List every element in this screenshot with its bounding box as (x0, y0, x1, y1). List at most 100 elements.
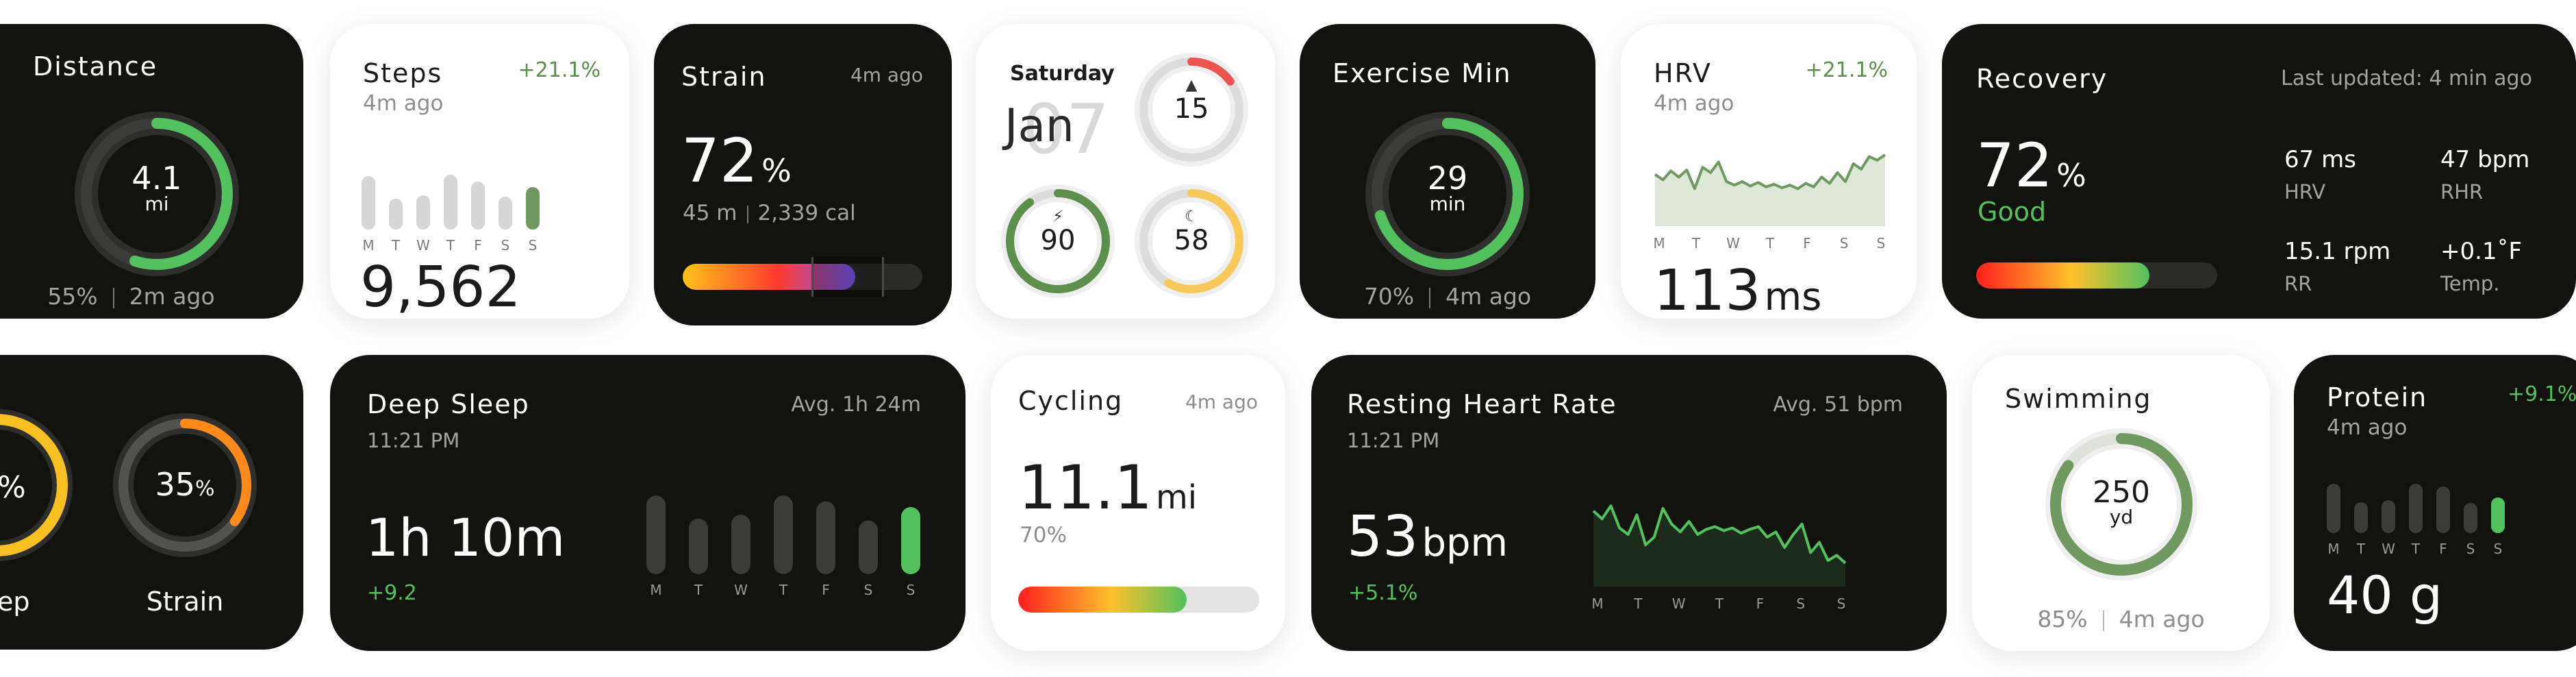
recovery-rr-value: 15.1 rpm (2284, 238, 2391, 265)
strain-ring (113, 413, 257, 557)
steps-updated: 4m ago (363, 91, 444, 116)
steps-change: +21.1% (518, 58, 601, 82)
recovery-hrv-label: HRV (2284, 180, 2326, 204)
strain-card[interactable]: Strain 4m ago 72 % 45 m 2,339 cal (654, 24, 952, 325)
bar-5 (2464, 503, 2477, 533)
deep-sleep-card[interactable]: Deep Sleep Avg. 1h 24m 11:21 PM 1h 10m +… (330, 355, 965, 651)
recovery-value: 72 (1976, 130, 2053, 201)
line-day-label: F (1756, 595, 1765, 612)
strain-unit: % (761, 152, 792, 189)
bar-day-label: W (416, 237, 430, 254)
distance-ring (75, 112, 239, 276)
bolt-icon: ⚡︎ (1052, 208, 1063, 225)
exercise-unit: min (1429, 193, 1466, 215)
recovery-bar-fill (1976, 262, 2150, 288)
recovery-temp-value: +0.1˚F (2440, 238, 2523, 265)
exercise-title: Exercise Min (1333, 58, 1512, 88)
distance-card[interactable]: Distance 4.1 mi 55% 2m ago (0, 24, 303, 319)
rhr-value: 53 (1347, 504, 1419, 569)
rhr-average: Avg. 51 bpm (1773, 393, 1903, 417)
bar-day-label: M (2327, 541, 2339, 557)
bar-day-label: S (2466, 541, 2475, 557)
bar-3 (774, 495, 793, 574)
bar-day-label: F (474, 237, 482, 254)
recovery-stat-temp: +0.1˚F Temp. (2440, 238, 2522, 295)
bar-3 (444, 175, 457, 230)
distance-updated: 2m ago (129, 283, 215, 310)
deep-sleep-title: Deep Sleep (367, 389, 530, 419)
bar-0 (2327, 484, 2340, 533)
line-day-label: S (1837, 595, 1846, 612)
exercise-value: 29 (1427, 160, 1468, 197)
bar-day-label: S (529, 237, 538, 254)
rings-card[interactable]: % ep 35% Strain (0, 355, 303, 650)
hrv-card[interactable]: HRV +21.1% 4m ago M T W T F S S 113 ms (1621, 24, 1917, 319)
recovery-card[interactable]: Recovery Last updated: 4 min ago 72 % Go… (1942, 24, 2576, 319)
bar-day-label: S (501, 237, 510, 254)
bar-4 (2436, 487, 2450, 533)
strain-value: 72 (681, 125, 758, 196)
bar-1 (2354, 502, 2368, 533)
bar-6 (2491, 497, 2505, 533)
strain-bar-track (683, 264, 922, 290)
recovery-title: Recovery (1976, 64, 2108, 94)
distance-title: Distance (33, 51, 158, 82)
summary-ring-yellow (1135, 184, 1248, 298)
swimming-percent: 85% (2037, 606, 2088, 632)
line-day-label: S (1877, 235, 1886, 251)
steps-title: Steps (363, 58, 443, 88)
strain-duration: 45 m (683, 201, 737, 225)
bar-3 (2409, 484, 2423, 533)
bar-4 (816, 501, 835, 574)
line-day-label: M (1591, 595, 1603, 612)
bar-2 (731, 515, 750, 574)
summary-date: 07 (1022, 89, 1110, 169)
swimming-updated: 4m ago (2119, 606, 2205, 632)
cycling-percent: 70% (1020, 523, 1067, 547)
bar-day-label: S (864, 582, 873, 598)
line-day-label: F (1803, 235, 1811, 251)
bar-0 (646, 495, 666, 574)
line-day-label: T (1633, 595, 1643, 612)
recovery-status: Good (1978, 197, 2047, 227)
hrv-change: +21.1% (1805, 58, 1888, 82)
line-day-label: S (1840, 235, 1849, 251)
summary-card[interactable]: Saturday 07 Jan ▲ 15 ⚡︎ 90 ☾ 58 (976, 24, 1275, 319)
bar-day-label: T (779, 582, 788, 598)
strain-bar-marker (811, 257, 884, 297)
cycling-card[interactable]: Cycling 4m ago 11.1 mi 70% (991, 355, 1285, 651)
bar-day-label: T (2356, 541, 2366, 557)
bar-day-label: T (446, 237, 455, 254)
summary-month: Jan (1005, 99, 1074, 152)
bar-1 (389, 199, 403, 230)
summary-day: Saturday (1010, 62, 1115, 86)
summary-ring-green (1001, 184, 1115, 298)
rhr-card[interactable]: Resting Heart Rate Avg. 51 bpm 11:21 PM … (1311, 355, 1947, 651)
distance-unit: mi (144, 193, 169, 215)
recovery-rr-label: RR (2284, 272, 2312, 295)
deep-sleep-time: 11:21 PM (367, 429, 460, 452)
rhr-title: Resting Heart Rate (1347, 389, 1617, 419)
swimming-card[interactable]: Swimming 250 yd 85% 4m ago (1972, 355, 2270, 651)
cycling-bar-track (1018, 587, 1259, 613)
summary-ring-yellow-value: 58 (1174, 225, 1209, 256)
exercise-card[interactable]: Exercise Min 29 min 70% 4m ago (1300, 24, 1595, 319)
deep-sleep-average: Avg. 1h 24m (791, 393, 921, 417)
strain-title: Strain (681, 62, 767, 92)
bar-0 (362, 176, 375, 230)
hrv-title: HRV (1654, 58, 1712, 88)
cycling-bar-fill (1018, 587, 1187, 613)
protein-title: Protein (2327, 382, 2428, 413)
hrv-updated: 4m ago (1654, 91, 1734, 116)
strain-ring-value: 35 (155, 466, 196, 503)
summary-ring-red (1135, 53, 1248, 167)
bar-day-label: W (734, 582, 748, 598)
sleep-ring (0, 409, 73, 561)
bar-day-label: S (907, 582, 916, 598)
exercise-updated: 4m ago (1445, 283, 1532, 310)
